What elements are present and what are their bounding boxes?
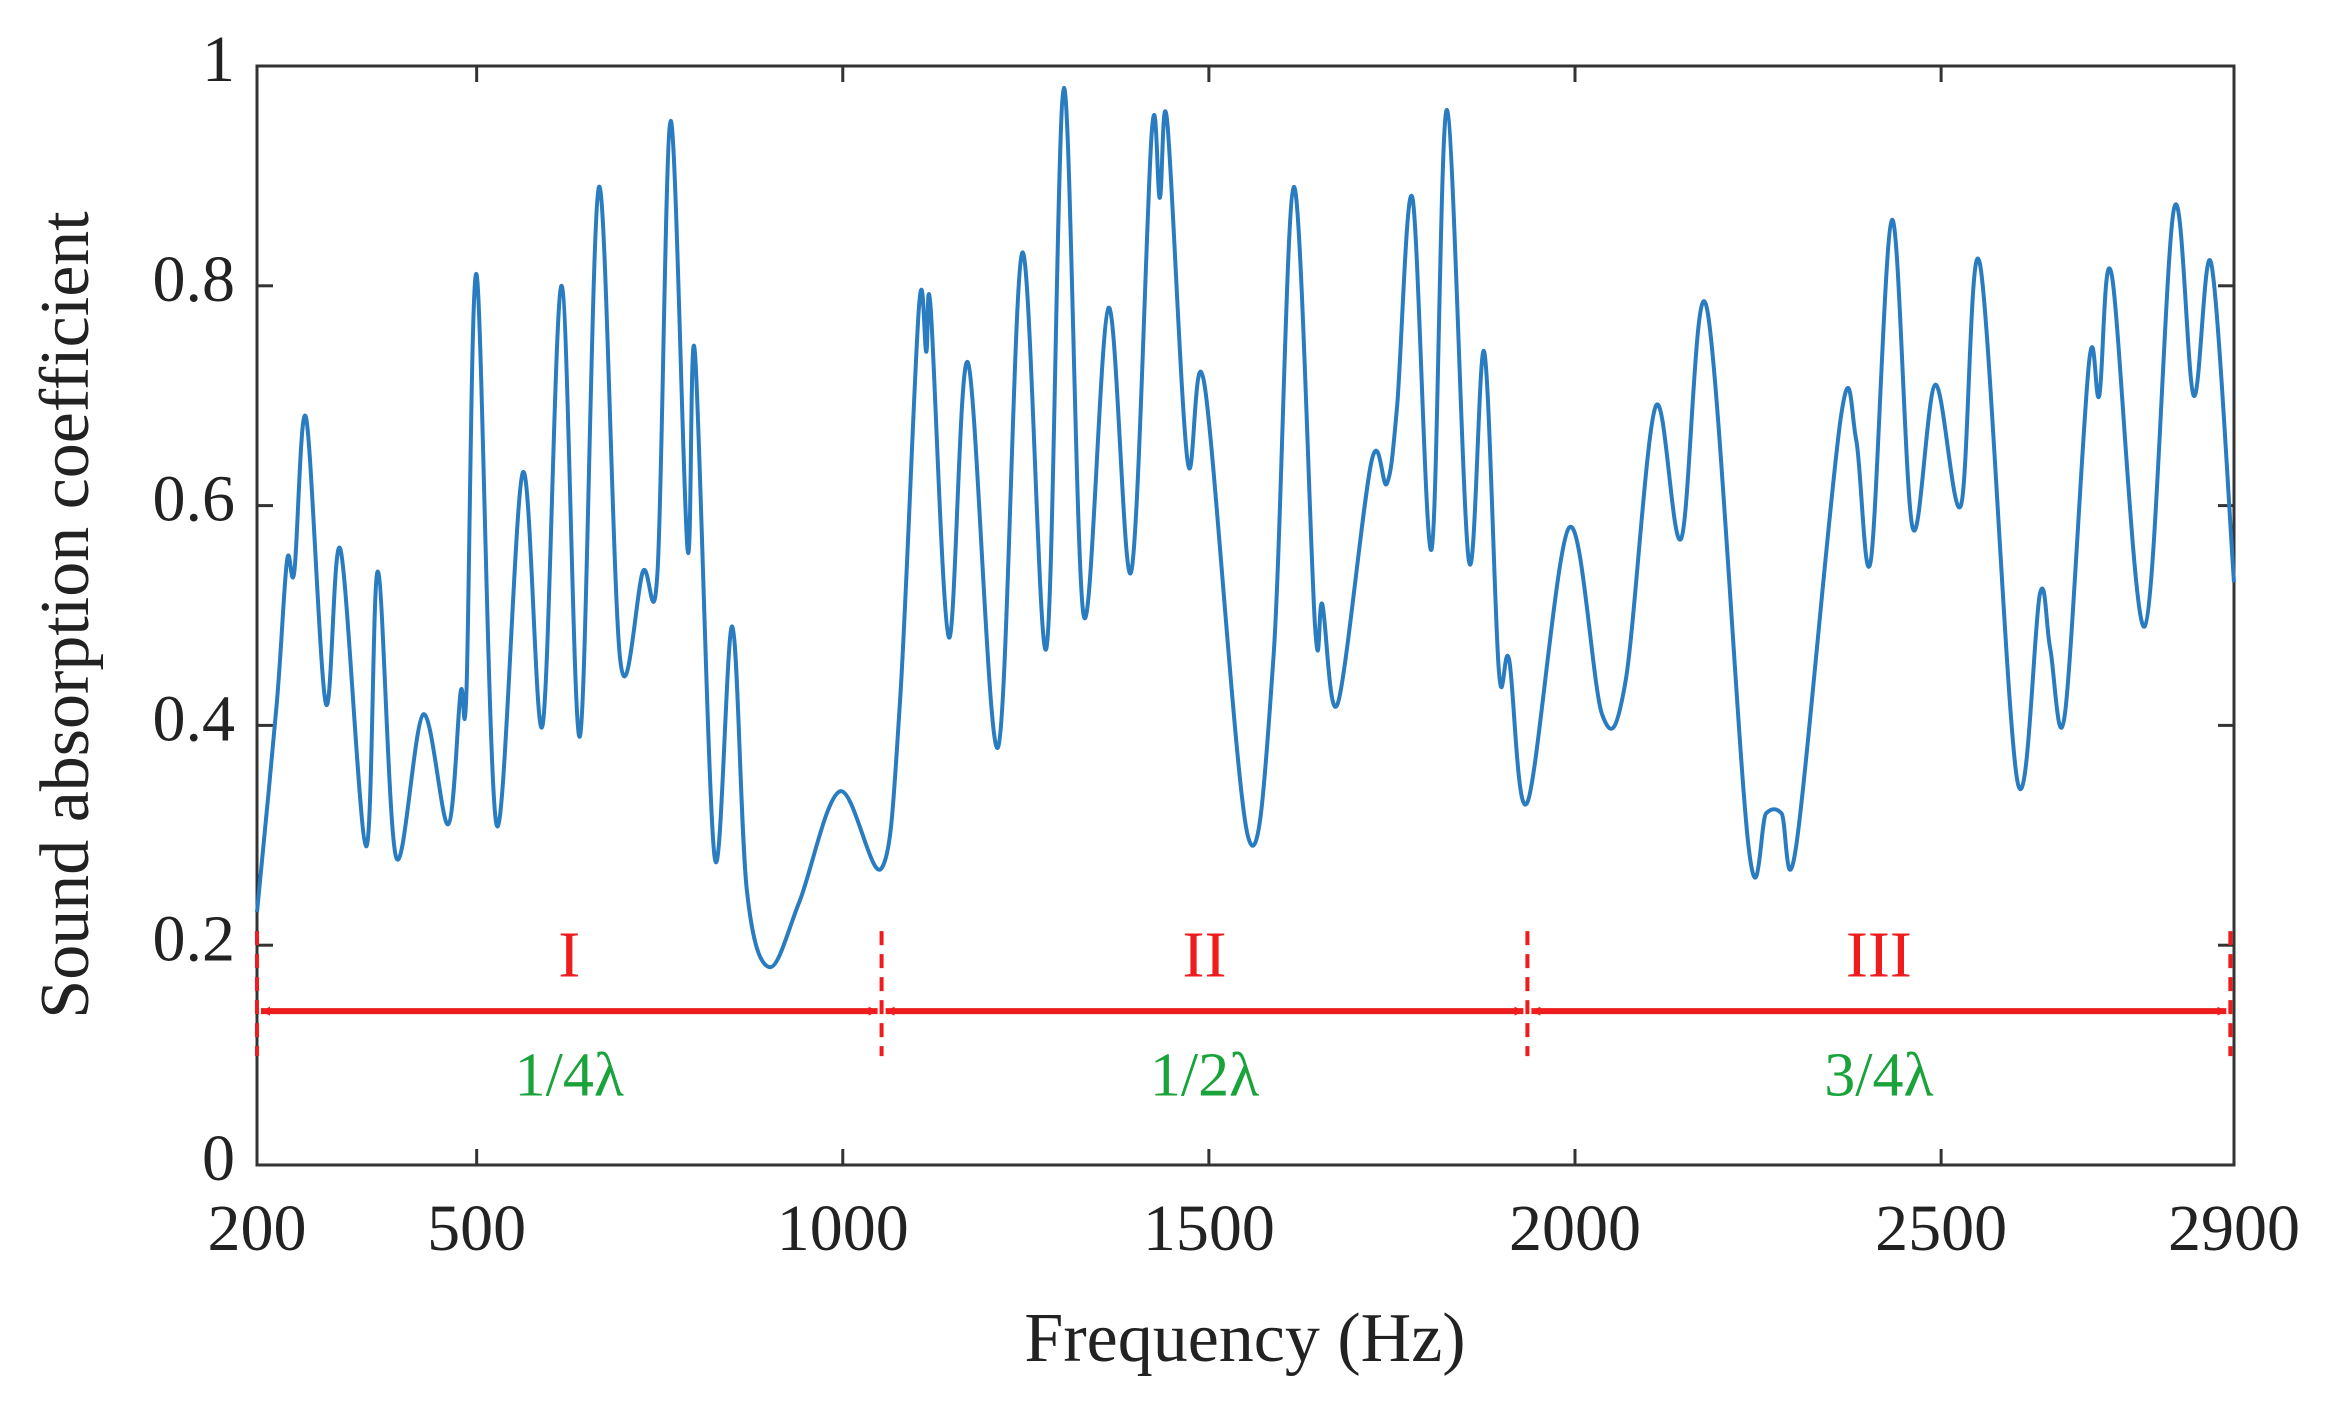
- y-tick-label: 0.4: [153, 683, 236, 756]
- x-tick-label: 2500: [1875, 1192, 2007, 1265]
- region-sublabel: 1/4λ: [515, 1041, 624, 1109]
- x-tick-label: 1000: [777, 1192, 909, 1265]
- x-axis-title: Frequency (Hz): [1024, 1300, 1465, 1377]
- region-sublabel: 3/4λ: [1824, 1041, 1933, 1109]
- y-tick-label: 0.8: [153, 243, 236, 316]
- x-tick-label: 1500: [1143, 1192, 1275, 1265]
- y-tick-label: 0: [202, 1122, 235, 1195]
- region-label: I: [558, 918, 580, 991]
- y-tick-label: 0.6: [153, 463, 236, 536]
- region-label: III: [1846, 918, 1912, 991]
- data-line: [255, 85, 2236, 970]
- region-sublabel: 1/2λ: [1150, 1041, 1259, 1109]
- plot-frame: [255, 64, 2236, 1167]
- x-tick-label: 500: [427, 1192, 526, 1265]
- y-axis-title: Sound absorption coefficient: [27, 211, 104, 1019]
- y-tick-label: 1: [202, 23, 235, 96]
- x-tick-label: 200: [208, 1192, 307, 1265]
- x-tick-label: 2900: [2168, 1192, 2300, 1265]
- y-tick-label: 0.2: [153, 902, 236, 975]
- x-tick-label: 2000: [1509, 1192, 1641, 1265]
- region-label: II: [1183, 918, 1227, 991]
